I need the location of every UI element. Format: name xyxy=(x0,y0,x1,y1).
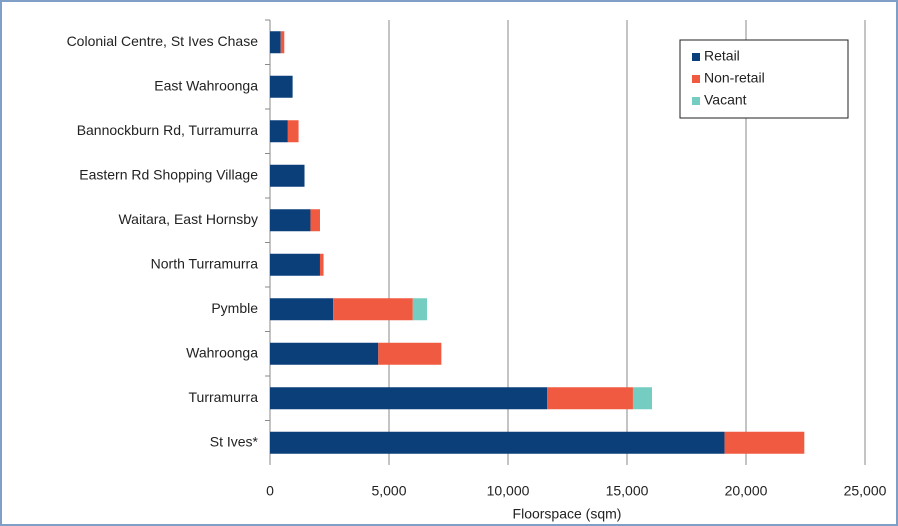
bar-segment xyxy=(412,298,428,321)
legend-label: Retail xyxy=(704,48,740,64)
y-tick-label: St Ives* xyxy=(210,433,259,449)
bar-segment xyxy=(724,431,805,454)
bar-segment xyxy=(547,387,633,410)
y-tick-label: Bannockburn Rd, Turramurra xyxy=(77,122,259,138)
x-tick-label: 20,000 xyxy=(725,483,768,499)
bar-segment xyxy=(287,120,299,143)
bar-segment xyxy=(270,164,305,187)
bar-segment xyxy=(270,209,311,232)
bar-segment xyxy=(270,120,288,143)
bar-segment xyxy=(310,209,320,232)
x-tick-label: 5,000 xyxy=(371,483,406,499)
legend-label: Non-retail xyxy=(704,70,765,86)
legend-swatch xyxy=(692,97,700,105)
y-tick-label: Colonial Centre, St Ives Chase xyxy=(67,33,259,49)
legend-box xyxy=(679,39,849,119)
y-tick-label: Wahroonga xyxy=(186,344,258,360)
bar-segment xyxy=(270,75,293,98)
bar-segment xyxy=(270,387,548,410)
x-axis-title: Floorspace (sqm) xyxy=(513,506,622,522)
y-tick-label: North Turramurra xyxy=(151,255,259,271)
legend-label: Vacant xyxy=(704,92,747,108)
y-tick-label: Waitara, East Hornsby xyxy=(118,211,258,227)
x-tick-label: 10,000 xyxy=(487,483,530,499)
bar-segment xyxy=(378,342,442,365)
bar-segment xyxy=(270,298,334,321)
x-tick-label: 15,000 xyxy=(606,483,649,499)
bar-segment xyxy=(319,253,324,276)
y-tick-label: Turramurra xyxy=(189,389,259,405)
bar-segment xyxy=(333,298,413,321)
y-tick-label: Pymble xyxy=(211,300,258,316)
bar-segment xyxy=(632,387,652,410)
y-tick-label: East Wahroonga xyxy=(154,77,258,93)
bar-segment xyxy=(270,431,725,454)
bar-segment xyxy=(270,253,320,276)
legend-swatch xyxy=(692,53,700,61)
x-tick-label: 0 xyxy=(266,483,274,499)
y-tick-label: Eastern Rd Shopping Village xyxy=(79,166,258,182)
bar-segment xyxy=(270,31,281,54)
bar-segment xyxy=(280,31,285,54)
x-tick-label: 25,000 xyxy=(844,483,887,499)
bar-segment xyxy=(270,342,379,365)
legend-swatch xyxy=(692,75,700,83)
